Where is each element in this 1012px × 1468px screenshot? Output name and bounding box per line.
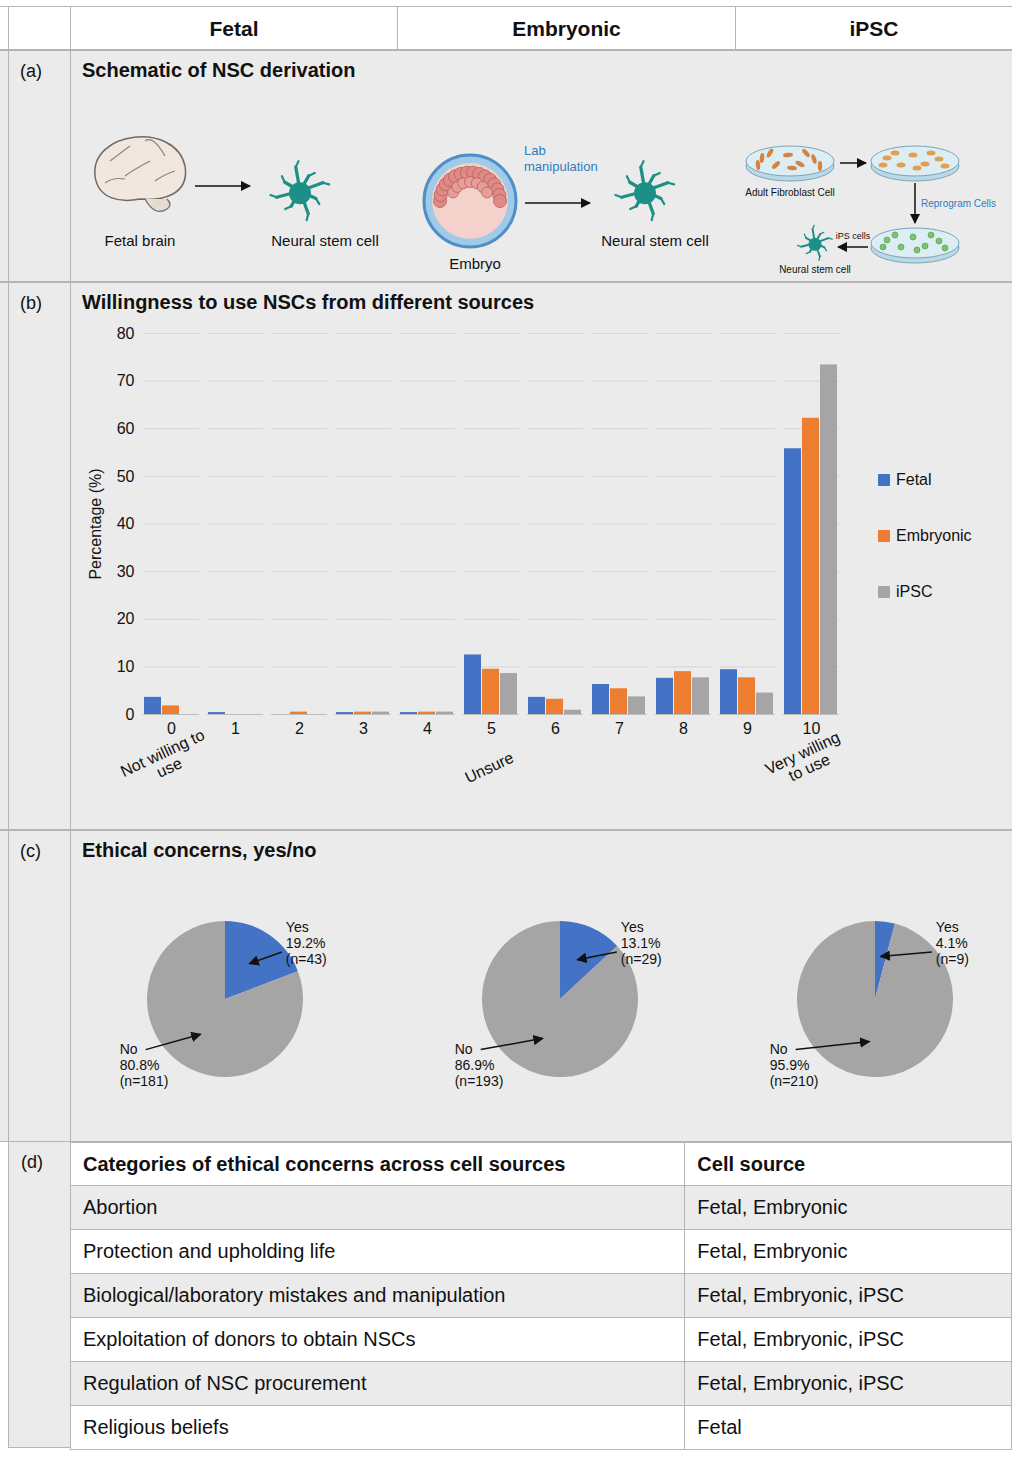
html-text:(a): (a) (20, 61, 42, 81)
svg-text:4: 4 (423, 720, 432, 737)
svg-text:20: 20 (117, 610, 135, 627)
svg-text:iPS cells: iPS cells (836, 231, 871, 241)
svg-text:3: 3 (359, 720, 368, 737)
svg-text:86.9%: 86.9% (455, 1057, 495, 1073)
html-text:iPSC: iPSC (849, 17, 899, 40)
svg-text:Reprogram Cells: Reprogram Cells (921, 198, 996, 209)
html-text:Fetal, Embryonic, iPSC: Fetal, Embryonic, iPSC (697, 1328, 905, 1350)
html-text:iPSC: iPSC (896, 583, 933, 600)
html-text:Fetal: Fetal (209, 17, 259, 40)
svg-text:40: 40 (117, 515, 135, 532)
html-text:Protection and upholding life: Protection and upholding life (83, 1240, 336, 1262)
svg-text:(n=193): (n=193) (455, 1073, 504, 1089)
svg-text:Very willingto use: Very willingto use (763, 728, 849, 792)
html-text:Fetal: Fetal (896, 471, 932, 488)
svg-text:Neural stem cell: Neural stem cell (601, 232, 709, 249)
svg-text:Adult Fibroblast Cell: Adult Fibroblast Cell (745, 187, 834, 198)
svg-text:4.1%: 4.1% (936, 935, 968, 951)
html-text:Cell source: Cell source (697, 1152, 806, 1175)
svg-text:No: No (455, 1041, 473, 1057)
svg-text:80.8%: 80.8% (120, 1057, 160, 1073)
svg-text:6: 6 (551, 720, 560, 737)
svg-text:0: 0 (167, 720, 176, 737)
svg-text:10: 10 (117, 658, 135, 675)
svg-text:80: 80 (117, 325, 135, 342)
svg-text:Yes: Yes (936, 919, 959, 935)
svg-text:0: 0 (126, 706, 135, 723)
svg-text:Lab: Lab (524, 143, 546, 158)
html-text:Embryonic: Embryonic (512, 17, 621, 40)
svg-text:(n=29): (n=29) (621, 951, 662, 967)
svg-text:Fetal brain: Fetal brain (105, 232, 176, 249)
svg-text:50: 50 (117, 467, 135, 484)
svg-text:Unsure: Unsure (462, 749, 516, 786)
html-text:Schematic of NSC derivation: Schematic of NSC derivation (82, 59, 356, 81)
svg-text:Percentage (%): Percentage (%) (87, 468, 104, 579)
svg-text:manipulation: manipulation (524, 159, 598, 174)
svg-text:95.9%: 95.9% (770, 1057, 810, 1073)
html-text:Embryonic: Embryonic (896, 527, 972, 544)
html-text:Religious beliefs: Religious beliefs (83, 1416, 229, 1438)
svg-text:(n=43): (n=43) (286, 951, 327, 967)
svg-text:60: 60 (117, 420, 135, 437)
svg-text:10: 10 (803, 720, 821, 737)
svg-text:Neural stem cell: Neural stem cell (779, 264, 851, 275)
svg-text:2: 2 (295, 720, 304, 737)
svg-text:19.2%: 19.2% (286, 935, 326, 951)
svg-text:No: No (770, 1041, 788, 1057)
svg-text:13.1%: 13.1% (621, 935, 661, 951)
svg-text:No: No (120, 1041, 138, 1057)
svg-text:1: 1 (231, 720, 240, 737)
html-text:Fetal, Embryonic: Fetal, Embryonic (697, 1196, 848, 1218)
svg-text:Not willing touse: Not willing touse (118, 726, 214, 794)
svg-text:30: 30 (117, 563, 135, 580)
svg-text:Embryo: Embryo (449, 255, 501, 272)
svg-text:9: 9 (743, 720, 752, 737)
html-text:Willingness to use NSCs from d: Willingness to use NSCs from different s… (82, 291, 535, 313)
svg-text:(n=181): (n=181) (120, 1073, 169, 1089)
html-text:Biological/laboratory mistakes: Biological/laboratory mistakes and manip… (83, 1284, 506, 1306)
svg-text:5: 5 (487, 720, 496, 737)
svg-text:(n=210): (n=210) (770, 1073, 819, 1089)
html-text:Fetal, Embryonic, iPSC: Fetal, Embryonic, iPSC (697, 1284, 905, 1306)
html-text:Categories of ethical concerns: Categories of ethical concerns across ce… (83, 1152, 566, 1175)
svg-text:8: 8 (679, 720, 688, 737)
html-text:Fetal, Embryonic: Fetal, Embryonic (697, 1240, 848, 1262)
html-text:Fetal, Embryonic, iPSC: Fetal, Embryonic, iPSC (697, 1372, 905, 1394)
html-text:Exploitation of donors to obta: Exploitation of donors to obtain NSCs (83, 1328, 416, 1350)
html-text:(b): (b) (20, 293, 42, 313)
svg-text:(n=9): (n=9) (936, 951, 969, 967)
svg-text:Neural stem cell: Neural stem cell (271, 232, 379, 249)
html-text:Ethical concerns, yes/no: Ethical concerns, yes/no (82, 839, 317, 861)
svg-text:70: 70 (117, 372, 135, 389)
html-text:Regulation of NSC procurement: Regulation of NSC procurement (83, 1372, 367, 1394)
svg-text:Yes: Yes (621, 919, 644, 935)
html-text:Abortion: Abortion (83, 1196, 158, 1218)
svg-text:7: 7 (615, 720, 624, 737)
html-text:(d): (d) (21, 1152, 43, 1172)
svg-text:Yes: Yes (286, 919, 309, 935)
html-text:(c): (c) (20, 841, 41, 861)
html-text:Fetal: Fetal (697, 1416, 742, 1438)
